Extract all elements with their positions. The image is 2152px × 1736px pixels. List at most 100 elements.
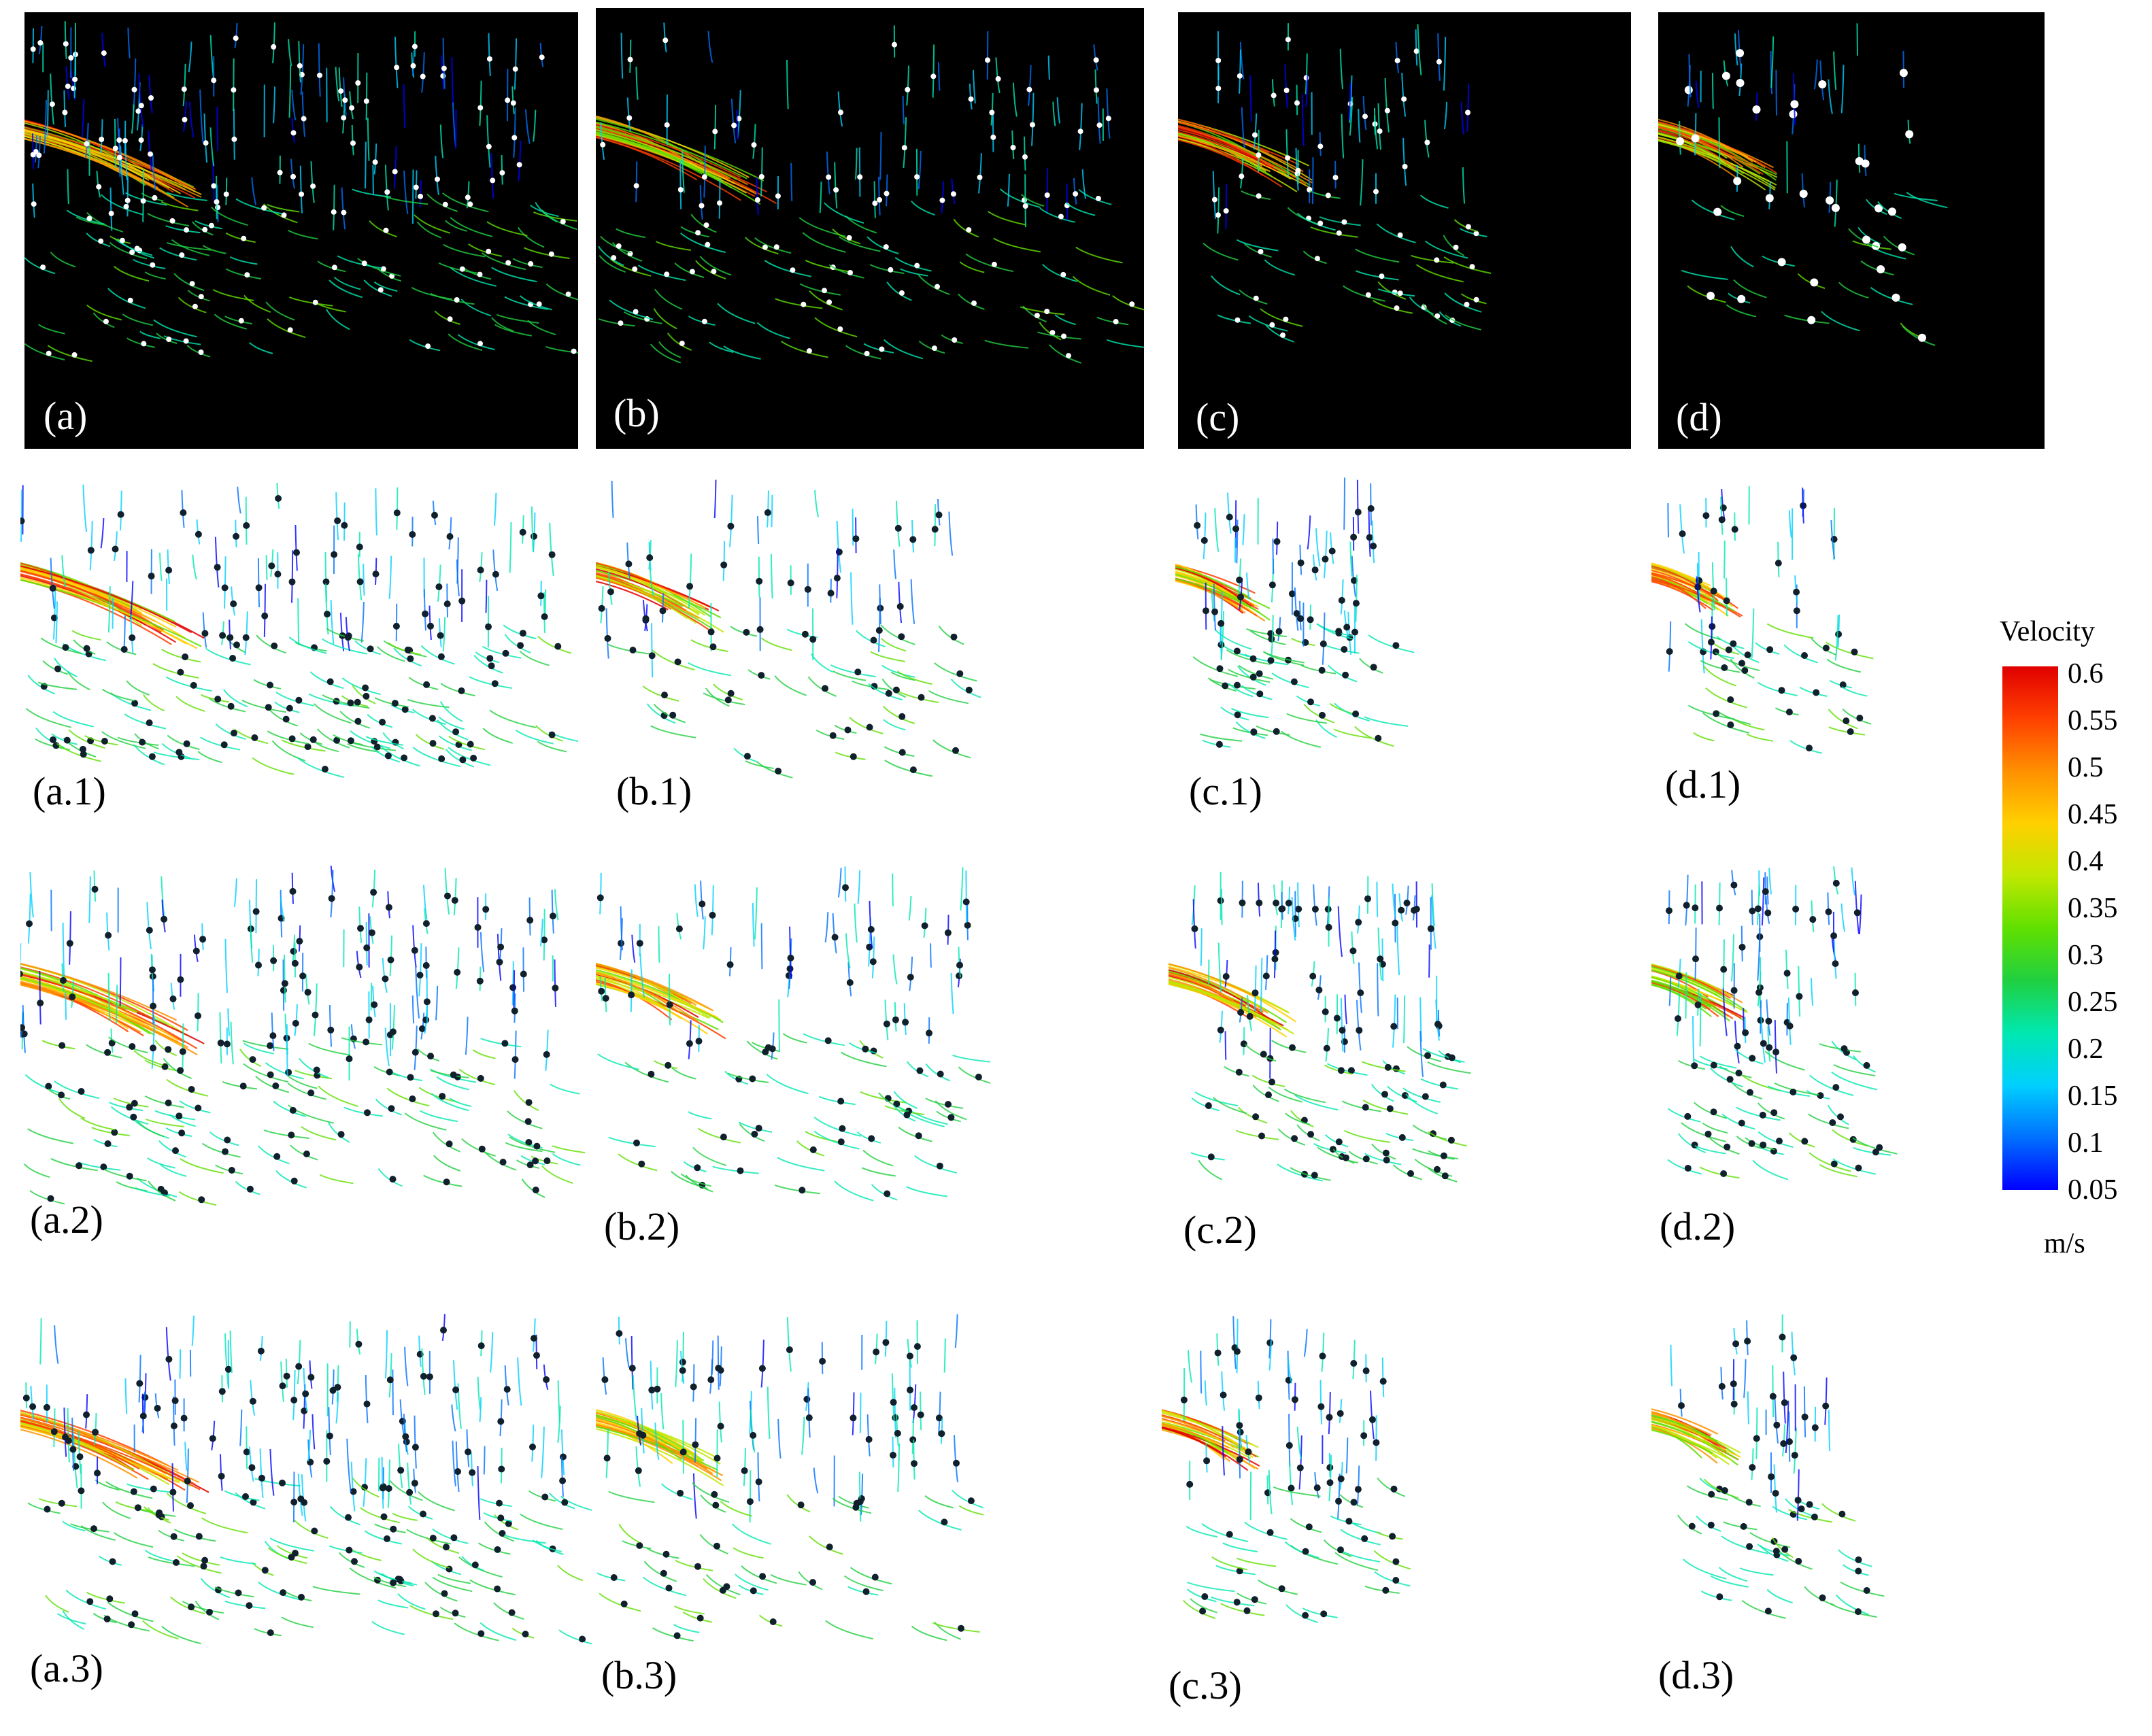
particle-track	[1361, 1061, 1406, 1072]
particle-dot	[281, 980, 288, 987]
particle-track	[892, 873, 894, 906]
particle-track	[1284, 1541, 1319, 1559]
particle-dot	[1066, 353, 1071, 359]
particle-dot	[401, 754, 408, 762]
particle-dot	[20, 517, 25, 525]
particle-track	[1459, 228, 1487, 237]
particle-track	[1287, 1357, 1292, 1384]
particle-dot	[1757, 1017, 1764, 1024]
particle-track	[1385, 1133, 1413, 1142]
particle-dot	[648, 652, 656, 660]
particle-dot	[291, 959, 299, 967]
particle-dot	[847, 270, 853, 275]
particle-track	[265, 1061, 304, 1080]
particle-dot	[1317, 220, 1324, 226]
particle-track	[113, 1532, 154, 1548]
particle-dot	[1862, 235, 1870, 244]
particle-dot	[1819, 1594, 1826, 1601]
particle-dot	[1249, 655, 1257, 662]
particle-dot	[1236, 1567, 1243, 1575]
particle-dot	[1061, 333, 1066, 339]
particle-track	[1702, 712, 1749, 734]
particle-track	[554, 959, 556, 1007]
particle-dot	[1720, 1170, 1728, 1177]
particle-dot	[1847, 728, 1854, 735]
particle-dot	[1239, 899, 1246, 906]
particle-dot	[219, 632, 226, 639]
particle-dot	[852, 535, 860, 543]
particle-track	[1852, 1137, 1898, 1155]
particle-dot	[528, 261, 534, 267]
particle-track	[1289, 1463, 1294, 1505]
particle-dot	[822, 685, 828, 692]
particle-dot	[1732, 1340, 1740, 1348]
particle-track	[214, 1586, 254, 1598]
particle-track	[1372, 300, 1413, 314]
particle-track	[93, 1138, 118, 1148]
particle-dot	[497, 1418, 505, 1425]
particle-dot	[161, 915, 168, 923]
particle-track	[818, 1095, 856, 1106]
particle-track	[294, 942, 296, 978]
particle-dot	[71, 352, 78, 358]
particle-track	[1831, 1071, 1878, 1091]
particle-track	[518, 140, 522, 181]
particle-dot	[172, 1147, 179, 1155]
particle-track	[692, 1473, 697, 1519]
particle-dot	[565, 291, 571, 297]
particle-track	[880, 624, 915, 645]
particle-dot	[299, 972, 307, 980]
particle-dot	[195, 1104, 202, 1112]
particle-dot	[884, 190, 890, 197]
particle-track	[381, 1457, 384, 1509]
particle-dot	[884, 1190, 891, 1197]
particle-track	[835, 751, 866, 760]
particle-track	[1767, 1085, 1811, 1097]
particle-track	[745, 760, 774, 769]
particle-track	[1246, 573, 1250, 600]
particle-dot	[892, 1414, 899, 1421]
particle-dot	[429, 1535, 437, 1542]
particle-track	[440, 683, 475, 697]
particle-track	[152, 154, 156, 190]
particle-dot	[1718, 1382, 1726, 1390]
particle-dot	[203, 140, 209, 146]
particle-dot	[182, 116, 188, 122]
particle-track	[1731, 1082, 1763, 1100]
particle-dot	[914, 262, 920, 269]
particle-dot	[440, 1327, 447, 1334]
particle-track	[646, 1548, 679, 1559]
particle-track	[1821, 1503, 1856, 1522]
particle-dot	[388, 1105, 395, 1112]
particle-track	[600, 235, 631, 254]
particle-dot	[368, 929, 375, 936]
jet-track	[1169, 981, 1276, 1025]
particle-track	[1112, 294, 1144, 311]
particle-track	[856, 630, 886, 647]
particle-track	[1789, 740, 1822, 754]
particle-track	[1094, 69, 1098, 104]
particle-dot	[1799, 190, 1808, 198]
jet-track	[1651, 969, 1735, 1006]
particle-track	[242, 1040, 289, 1050]
particle-track	[703, 916, 706, 950]
particle-dot	[1795, 1558, 1802, 1565]
particle-track	[1772, 1537, 1794, 1559]
particle-track	[1726, 577, 1728, 617]
particle-track	[811, 653, 834, 673]
particle-track	[439, 1606, 466, 1618]
particle-dot	[1785, 709, 1793, 716]
particle-dot	[826, 1544, 833, 1550]
particle-dot	[600, 141, 606, 148]
particle-dot	[1251, 989, 1259, 997]
particle-track	[159, 1163, 187, 1177]
particle-track	[884, 1000, 889, 1040]
particle-track	[384, 165, 389, 211]
particle-track	[208, 698, 246, 713]
particle-track	[86, 1592, 125, 1604]
particle-track	[1698, 551, 1700, 600]
jet-track	[1651, 581, 1714, 611]
particle-dot	[175, 749, 183, 756]
jet-track	[596, 137, 698, 181]
panel-b3-particle-tracks	[596, 1314, 983, 1642]
